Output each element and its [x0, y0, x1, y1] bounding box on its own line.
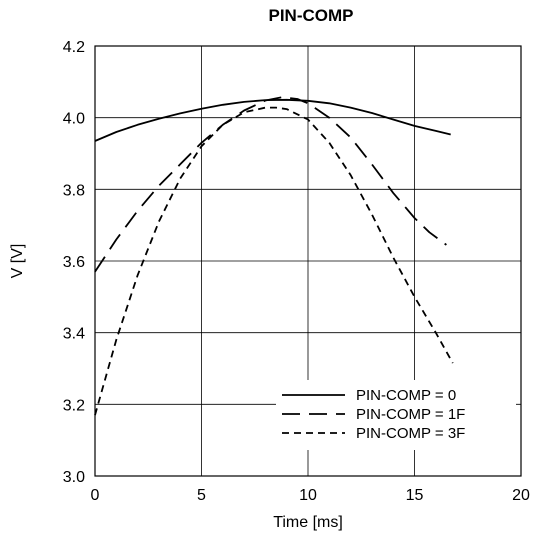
legend: PIN-COMP = 0 PIN-COMP = 1F PIN-COMP = 3F	[276, 380, 516, 450]
legend-label: PIN-COMP = 3F	[356, 425, 465, 442]
y-tick-label: 4.0	[63, 111, 85, 128]
y-tick-labels: 3.0 3.2 3.4 3.6 3.8 4.0 4.2	[63, 39, 85, 486]
x-tick-label: 20	[512, 487, 530, 504]
series-line-1	[94, 98, 451, 142]
legend-label: PIN-COMP = 1F	[356, 406, 465, 423]
x-axis-label: Time [ms]	[273, 514, 343, 531]
chart-title: PIN-COMP	[268, 6, 354, 25]
series-layer	[94, 96, 454, 416]
series-line-2	[94, 96, 447, 273]
x-tick-label: 0	[91, 487, 100, 504]
x-tick-label: 5	[197, 487, 206, 504]
y-tick-label: 3.8	[63, 182, 85, 199]
series-line-3	[94, 106, 454, 416]
y-tick-label: 3.0	[63, 469, 85, 486]
y-tick-label: 3.2	[63, 397, 85, 414]
y-tick-label: 3.6	[63, 254, 85, 271]
x-tick-label: 10	[299, 487, 317, 504]
x-tick-label: 15	[406, 487, 424, 504]
legend-background	[276, 380, 516, 450]
y-tick-label: 4.2	[63, 39, 85, 56]
y-tick-label: 3.4	[63, 326, 85, 343]
legend-label: PIN-COMP = 0	[356, 387, 456, 404]
x-tick-labels: 0 5 10 15 20	[91, 487, 530, 504]
y-axis-label: V [V]	[9, 244, 26, 279]
